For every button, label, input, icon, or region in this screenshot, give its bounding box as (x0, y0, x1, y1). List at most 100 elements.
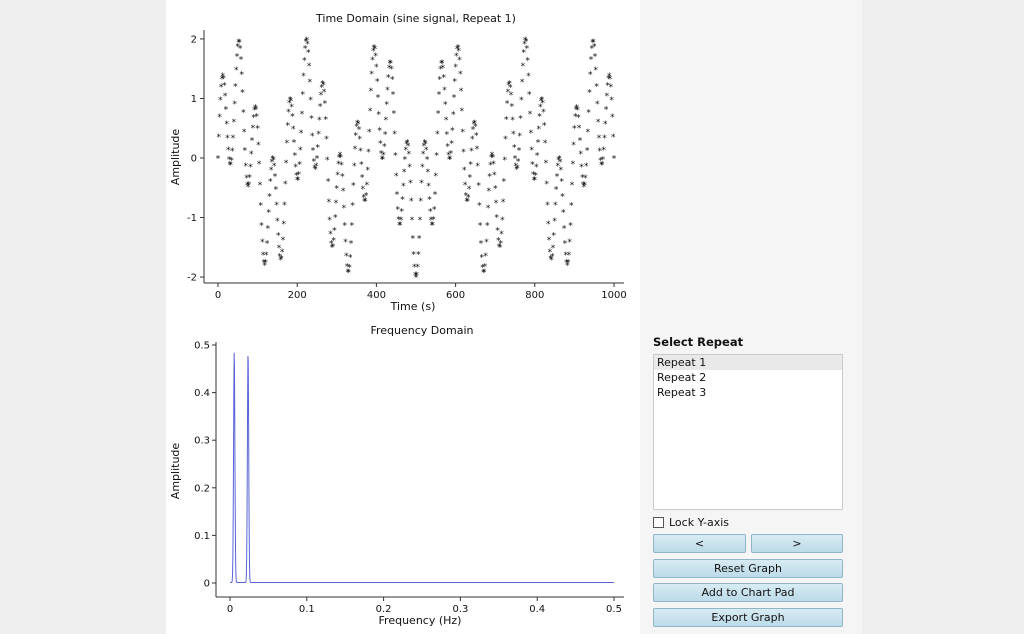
time-data-point: * (570, 181, 575, 191)
repeat-item-2[interactable]: Repeat 2 (657, 371, 707, 384)
time-data-point: * (470, 135, 475, 145)
time-data-point: * (467, 185, 472, 195)
time-data-point: * (366, 148, 371, 158)
time-data-point: * (431, 216, 436, 226)
time-data-point: * (230, 147, 235, 157)
time-data-point: * (468, 174, 473, 184)
time-data-point: * (561, 209, 566, 219)
time-data-point: * (514, 162, 519, 172)
time-data-point: * (480, 264, 485, 274)
time-data-point: * (575, 106, 580, 116)
time-data-point: * (547, 236, 552, 246)
control-panel (640, 0, 862, 634)
time-data-point: * (422, 142, 427, 152)
time-data-point: * (240, 70, 245, 80)
time-data-point: * (374, 63, 379, 73)
time-data-point: * (327, 198, 332, 208)
time-data-point: * (544, 180, 549, 190)
time-data-point: * (292, 138, 297, 148)
time-y-tick-label: 2 (191, 34, 197, 45)
reset-graph-button[interactable]: Reset Graph (653, 559, 843, 578)
time-data-point: * (232, 118, 237, 128)
lock-y-axis-row[interactable]: Lock Y-axis (653, 515, 729, 529)
time-data-point: * (594, 66, 599, 76)
time-data-point: * (401, 182, 406, 192)
time-data-point: * (247, 180, 252, 190)
time-data-point: * (512, 143, 517, 153)
add-to-chart-pad-button[interactable]: Add to Chart Pad (653, 583, 843, 602)
time-data-point: * (251, 113, 256, 123)
time-data-point: * (355, 119, 360, 129)
lock-y-axis-checkbox[interactable] (653, 516, 664, 528)
time-data-point: * (459, 87, 464, 97)
time-data-point: * (476, 162, 481, 172)
time-data-point: * (335, 184, 340, 194)
time-data-point: * (505, 100, 510, 110)
time-data-point: * (413, 271, 418, 281)
next-repeat-button[interactable]: > (751, 534, 843, 553)
time-data-point: * (268, 178, 273, 188)
time-data-point: * (280, 248, 285, 258)
time-data-point: * (549, 256, 554, 266)
time-data-point: * (485, 221, 490, 231)
time-data-point: * (324, 135, 329, 145)
freq-series-line (230, 352, 614, 584)
time-data-point: * (221, 74, 226, 84)
time-data-point: * (541, 108, 546, 118)
time-data-point: * (247, 173, 252, 183)
time-data-point: * (418, 216, 423, 226)
time-data-point: * (553, 201, 558, 211)
time-data-point: * (564, 259, 569, 269)
time-data-point: * (295, 176, 300, 186)
time-data-point: * (442, 86, 447, 96)
time-data-point: * (605, 81, 610, 91)
prev-repeat-button[interactable]: < (653, 534, 746, 553)
time-data-point: * (587, 89, 592, 99)
time-data-point: * (517, 146, 522, 156)
time-data-point: * (357, 126, 362, 136)
time-data-point: * (488, 161, 493, 171)
time-data-point: * (562, 225, 567, 235)
time-data-point: * (270, 158, 275, 168)
time-data-point: * (302, 56, 307, 66)
time-data-point: * (426, 168, 431, 178)
time-data-point: * (311, 146, 316, 156)
freq-y-tick-label: 0 (204, 579, 210, 590)
time-data-point: * (448, 155, 453, 165)
time-data-point: * (544, 159, 549, 169)
time-data-point: * (434, 152, 439, 162)
time-data-point: * (331, 237, 336, 247)
time-data-point: * (472, 120, 477, 130)
time-data-point: * (548, 255, 553, 265)
repeat-listbox[interactable]: Repeat 1 Repeat 2 Repeat 3 (653, 354, 843, 510)
freq-x-tick-label: 0.1 (299, 604, 315, 615)
time-data-point: * (309, 115, 314, 125)
repeat-item-1[interactable]: Repeat 1 (654, 355, 842, 370)
time-data-point: * (526, 72, 531, 82)
time-data-point: * (293, 152, 298, 162)
time-data-point: * (529, 129, 534, 139)
time-data-point: * (308, 96, 313, 106)
time-data-point: * (449, 149, 454, 159)
time-data-point: * (315, 154, 320, 164)
time-x-tick-label: 600 (446, 290, 465, 301)
time-data-point: * (337, 153, 342, 163)
time-data-point: * (515, 164, 520, 174)
time-data-point: * (240, 89, 245, 99)
time-data-point: * (399, 207, 404, 217)
time-data-point: * (293, 163, 298, 173)
time-data-point: * (422, 138, 427, 148)
time-data-point: * (320, 80, 325, 90)
time-data-point: * (447, 155, 452, 165)
repeat-item-3[interactable]: Repeat 3 (657, 386, 707, 399)
time-data-point: * (426, 182, 431, 192)
time-data-point: * (524, 38, 529, 48)
time-data-point: * (495, 214, 500, 224)
time-data-point: * (361, 193, 366, 203)
time-data-point: * (602, 134, 607, 144)
export-graph-button[interactable]: Export Graph (653, 608, 843, 627)
time-data-point: * (346, 268, 351, 278)
time-data-point: * (583, 174, 588, 184)
time-data-point: * (612, 154, 617, 164)
time-data-point: * (248, 163, 253, 173)
